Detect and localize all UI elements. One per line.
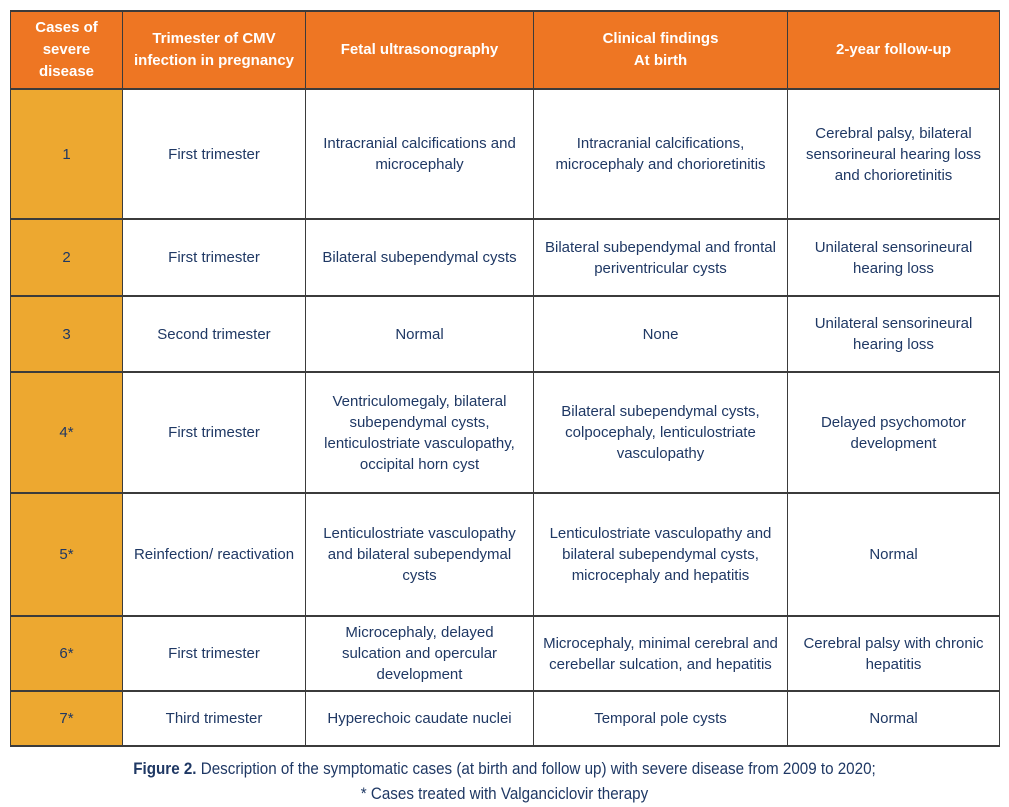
col-header-cases: Cases of severe disease <box>10 10 123 90</box>
col-header-follow-up: 2-year follow-up <box>787 10 1000 90</box>
cell-case-number: 4* <box>10 371 123 494</box>
cell-case-number: 6* <box>10 615 123 692</box>
cell-follow-up: Cerebral palsy with chronic hepatitis <box>787 615 1000 692</box>
col-header-clinical-findings: Clinical findings At birth <box>533 10 788 90</box>
cell-ultrasonography: Hyperechoic caudate nuclei <box>305 690 534 747</box>
cell-ultrasonography: Lenticulostriate vasculopathy and bilate… <box>305 492 534 617</box>
cell-ultrasonography: Intracranial calcifications and microcep… <box>305 88 534 220</box>
cell-trimester: Third trimester <box>122 690 306 747</box>
cell-case-number: 5* <box>10 492 123 617</box>
cell-ultrasonography: Microcephaly, delayed sulcation and oper… <box>305 615 534 692</box>
table-header-row: Cases of severe disease Trimester of CMV… <box>10 10 1000 90</box>
cell-clinical-findings: Intracranial calcifications, microcephal… <box>533 88 788 220</box>
cell-follow-up: Normal <box>787 690 1000 747</box>
cell-follow-up: Cerebral palsy, bilateral sensorineural … <box>787 88 1000 220</box>
figure-label: Figure 2. <box>133 760 197 778</box>
figure-caption: Figure 2. Description of the symptomatic… <box>50 757 960 807</box>
cell-trimester: Second trimester <box>122 295 306 373</box>
cell-case-number: 2 <box>10 218 123 297</box>
table-row: 4* First trimester Ventriculomegaly, bil… <box>10 371 1000 494</box>
table-row: 1 First trimester Intracranial calcifica… <box>10 88 1000 220</box>
cell-clinical-findings: Temporal pole cysts <box>533 690 788 747</box>
table-row: 3 Second trimester Normal None Unilatera… <box>10 295 1000 373</box>
cell-case-number: 1 <box>10 88 123 220</box>
cell-follow-up: Delayed psychomotor development <box>787 371 1000 494</box>
cell-clinical-findings: Lenticulostriate vasculopathy and bilate… <box>533 492 788 617</box>
table-row: 5* Reinfection/ reactivation Lenticulost… <box>10 492 1000 617</box>
cell-follow-up: Unilateral sensorineural hearing loss <box>787 218 1000 297</box>
cell-ultrasonography: Normal <box>305 295 534 373</box>
cell-trimester: First trimester <box>122 218 306 297</box>
cell-case-number: 3 <box>10 295 123 373</box>
cell-clinical-findings: None <box>533 295 788 373</box>
caption-line-2: * Cases treated with Valganciclovir ther… <box>360 784 649 803</box>
cell-follow-up: Normal <box>787 492 1000 617</box>
col-header-trimester: Trimester of CMV infection in pregnancy <box>122 10 306 90</box>
col-header-ultrasonography: Fetal ultrasonography <box>305 10 534 90</box>
cell-follow-up: Unilateral sensorineural hearing loss <box>787 295 1000 373</box>
table-row: 2 First trimester Bilateral subependymal… <box>10 218 1000 297</box>
cmv-cases-table: Cases of severe disease Trimester of CMV… <box>10 10 1000 747</box>
table-row: 6* First trimester Microcephaly, delayed… <box>10 615 1000 692</box>
cell-ultrasonography: Bilateral subependymal cysts <box>305 218 534 297</box>
caption-line-1: Figure 2. Description of the symptomatic… <box>50 757 960 782</box>
cell-clinical-findings: Microcephaly, minimal cerebral and cereb… <box>533 615 788 692</box>
cell-trimester: First trimester <box>122 371 306 494</box>
cell-clinical-findings: Bilateral subependymal cysts, colpocepha… <box>533 371 788 494</box>
caption-text: Description of the symptomatic cases (at… <box>196 760 876 778</box>
table-row: 7* Third trimester Hyperechoic caudate n… <box>10 690 1000 747</box>
cell-clinical-findings: Bilateral subependymal and frontal periv… <box>533 218 788 297</box>
cell-case-number: 7* <box>10 690 123 747</box>
cell-trimester: First trimester <box>122 88 306 220</box>
cell-trimester: First trimester <box>122 615 306 692</box>
cell-trimester: Reinfection/ reactivation <box>122 492 306 617</box>
cell-ultrasonography: Ventriculomegaly, bilateral subependymal… <box>305 371 534 494</box>
